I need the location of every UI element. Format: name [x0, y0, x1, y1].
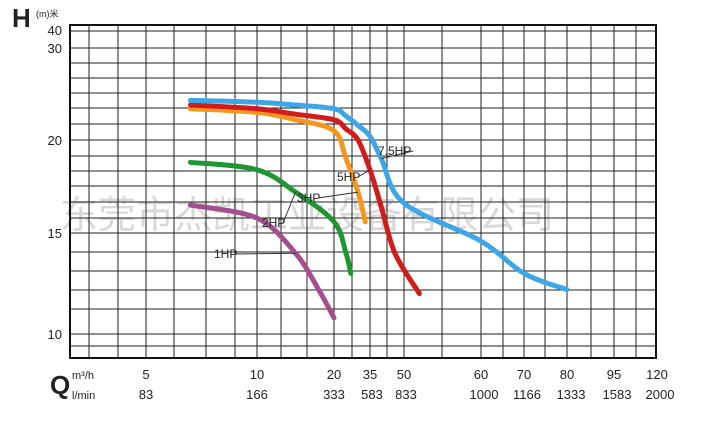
- series-line-7-5hp: [187, 97, 570, 293]
- y-tick-label: 10: [48, 327, 62, 342]
- series-leader-1hp: [234, 252, 296, 255]
- x-unit-m3h: m³/h: [72, 370, 94, 382]
- y-axis-unit: (m)米: [36, 8, 59, 19]
- x-unit-lmin: l/min: [72, 390, 95, 402]
- series-leader-3hp: [317, 191, 359, 199]
- x-tick-label: 1333: [557, 387, 586, 402]
- x-tick-label: 120: [646, 367, 668, 382]
- x-tick-label: 2000: [646, 387, 675, 402]
- series-group: 1HP 2HP 3HP 5HP 7.5HP: [187, 97, 570, 321]
- x-tick-label: 35: [363, 367, 377, 382]
- x-axis-symbol: Q: [50, 370, 70, 400]
- x-tick-label: 20: [327, 367, 341, 382]
- plot-frame: [69, 24, 657, 359]
- series-leader-7-5hp: [381, 150, 414, 160]
- x-tick-label: 80: [560, 367, 574, 382]
- y-axis-symbol: H: [12, 3, 31, 33]
- y-tick-label: 40: [48, 23, 62, 38]
- x-tick-label: 10: [250, 367, 264, 382]
- x-tick-label: 333: [323, 387, 345, 402]
- x-tick-label: 583: [361, 387, 383, 402]
- y-tick-label: 20: [48, 133, 62, 148]
- x-tick-label: 83: [139, 387, 153, 402]
- x-tick-label: 166: [246, 387, 268, 402]
- x-tick-label: 50: [397, 367, 411, 382]
- series-label-1hp: 1HP: [214, 247, 237, 261]
- series-line-5hp: [187, 102, 422, 297]
- y-tick-labels: 40 30 20 15 10: [48, 23, 62, 342]
- series-leader-2hp: [282, 191, 296, 224]
- series-label-5hp: 5HP: [337, 170, 360, 184]
- x-tick-label: 833: [395, 387, 417, 402]
- series-line-2hp: [187, 159, 354, 276]
- x-tick-label: 1166: [513, 387, 541, 402]
- x-tick-label: 60: [474, 367, 488, 382]
- series-leader-5hp: [357, 169, 371, 178]
- x-tick-labels-m3h: 5 10 20 35 50 60 70 80 95 120: [142, 367, 667, 382]
- x-tick-labels-lmin: 83 166 333 583 833 1000 1166 1333 1583 2…: [139, 387, 675, 402]
- series-label-7-5hp: 7.5HP: [378, 144, 411, 158]
- grid: [70, 25, 656, 358]
- series-label-2hp: 2HP: [262, 216, 285, 230]
- x-tick-label: 95: [607, 367, 621, 382]
- y-tick-label: 15: [48, 226, 62, 241]
- y-tick-label: 30: [48, 41, 62, 56]
- x-tick-label: 1583: [603, 387, 632, 402]
- x-tick-label: 70: [517, 367, 531, 382]
- x-tick-label: 5: [142, 367, 149, 382]
- series-label-3hp: 3HP: [297, 191, 320, 205]
- x-tick-label: 1000: [470, 387, 499, 402]
